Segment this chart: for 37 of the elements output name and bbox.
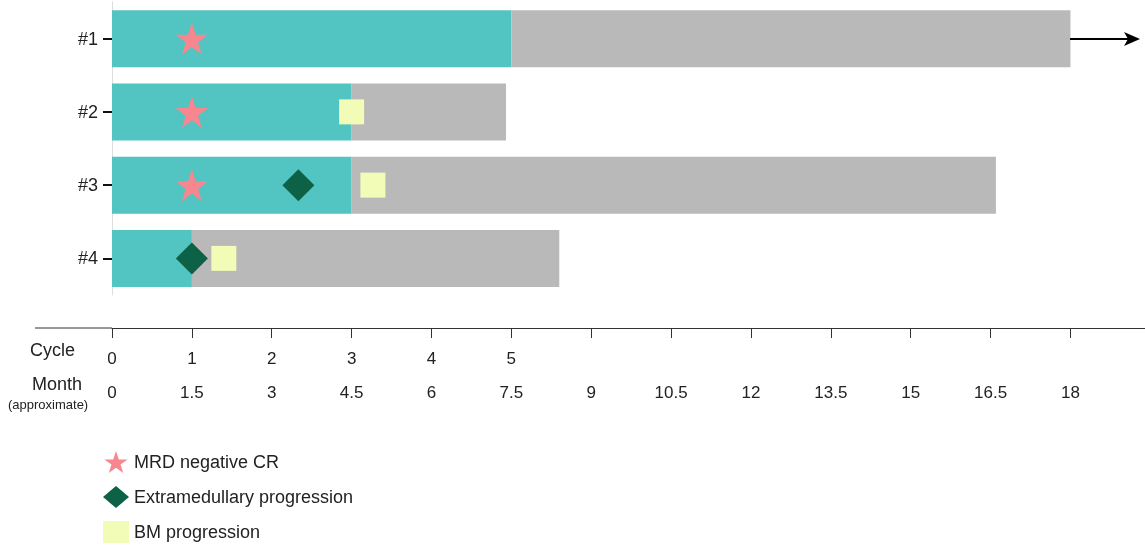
bar (191, 229, 560, 287)
x2-tick-label: 0 (107, 349, 117, 368)
x2-tick-label: 5 (506, 349, 517, 368)
x-tick-label: 0 (107, 383, 117, 402)
x-axis-title: Month (32, 374, 83, 394)
x-tick-label: 7.5 (499, 383, 524, 402)
x-tick-label: 3 (267, 383, 277, 402)
x-tick-label: 4.5 (339, 383, 364, 402)
bar (351, 156, 996, 214)
y-tick-label: #1 (77, 28, 98, 49)
x-tick-label: 13.5 (814, 383, 848, 402)
y-tick-label: #4 (77, 248, 98, 269)
y-tick-label: #3 (77, 175, 98, 196)
x2-tick-label: 4 (426, 349, 437, 368)
legend-label: Extramedullary progression (134, 487, 354, 507)
x-tick-label: 6 (426, 383, 437, 402)
x-tick-label: 18 (1060, 383, 1080, 402)
bar (112, 83, 352, 141)
x2-tick-label: 1 (187, 349, 197, 368)
text: (approximate) (8, 397, 89, 412)
legend-label: BM progression (134, 522, 261, 542)
x-tick-label: 10.5 (654, 383, 688, 402)
x2-tick-label: 2 (267, 349, 277, 368)
bar (112, 156, 352, 214)
x-tick-label: 1.5 (180, 383, 204, 402)
x-tick-label: 9 (586, 383, 596, 402)
x-tick-label: 15 (901, 383, 921, 402)
x2-tick-label: 3 (346, 349, 357, 368)
bar (112, 10, 512, 68)
bar (351, 83, 507, 141)
bar (511, 10, 1071, 68)
y-tick-label: #2 (77, 101, 98, 122)
bar (112, 229, 192, 287)
x-tick-label: 12 (741, 383, 761, 402)
x-tick-label: 16.5 (974, 383, 1008, 402)
x2-axis-title: Cycle (30, 340, 76, 360)
legend-label: MRD negative CR (134, 452, 280, 472)
